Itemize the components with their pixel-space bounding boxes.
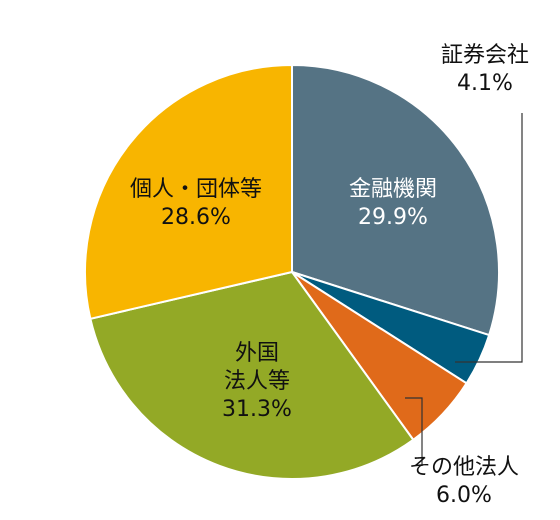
slice-foreign-corporations — [89, 270, 415, 480]
label-securities: 証券会社 — [441, 43, 529, 68]
label-foreign-corporations-line2: 法人等 — [224, 369, 290, 394]
label-other-corporations: その他法人 — [409, 455, 519, 480]
label-individuals-groups: 個人・団体等 — [130, 177, 262, 202]
value-individuals-groups: 28.6% — [161, 205, 231, 230]
value-other-corporations: 6.0% — [436, 483, 492, 508]
pie-slices — [84, 63, 500, 480]
value-financial-institutions: 29.9% — [358, 205, 428, 230]
value-securities: 4.1% — [457, 71, 513, 96]
value-foreign-corporations: 31.3% — [222, 397, 292, 422]
leader-line-other-corp — [405, 397, 423, 466]
label-foreign-corporations-line1: 外国 — [235, 341, 279, 366]
leader-line-securities — [455, 113, 523, 363]
label-financial-institutions: 金融機関 — [349, 177, 437, 202]
slice-financial-institutions — [291, 63, 500, 337]
slice-individuals-groups — [84, 63, 293, 320]
